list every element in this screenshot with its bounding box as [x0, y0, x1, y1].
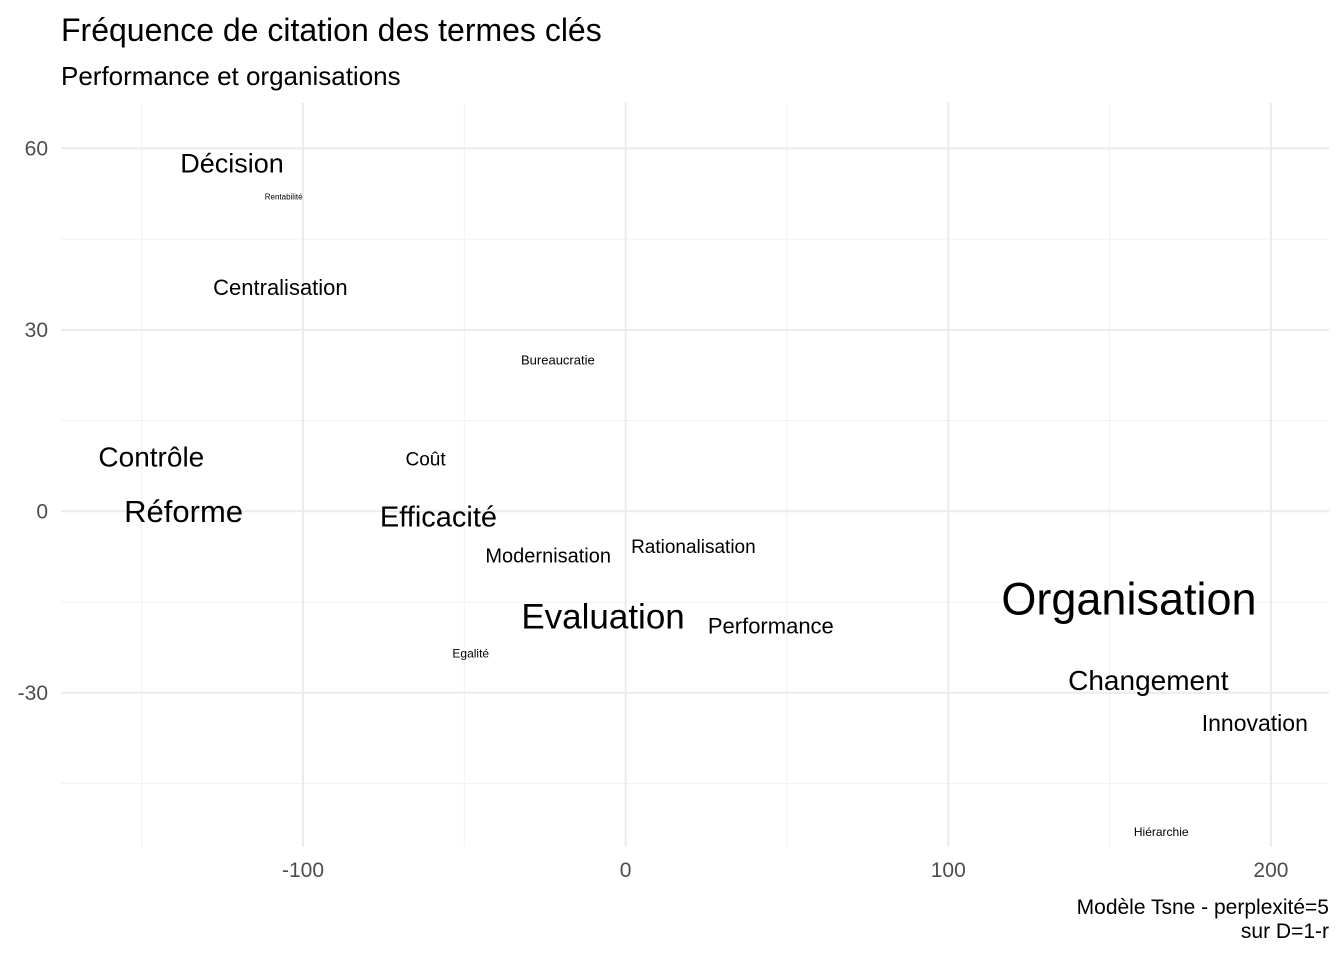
y-tick-label: 60 — [25, 137, 48, 160]
y-tick-label: 0 — [36, 500, 48, 523]
y-tick-label: -30 — [18, 682, 48, 705]
chart-subtitle: Performance et organisations — [61, 61, 401, 91]
y-axis-ticks: 60 30 0 -30 — [18, 137, 48, 704]
caption-line-1: Modèle Tsne - perplexité=5 — [1076, 896, 1329, 919]
word-label: Centralisation — [213, 275, 348, 300]
minor-grid — [61, 103, 1329, 847]
y-tick-label: 30 — [25, 319, 48, 342]
x-tick-label: -100 — [282, 859, 324, 882]
chart-title: Fréquence de citation des termes clés — [61, 12, 602, 48]
word-label: Modernisation — [485, 546, 611, 568]
word-label: Efficacité — [380, 501, 497, 533]
word-label: Coût — [406, 449, 447, 470]
word-labels: Décision Rentabilité Centralisation Bureauc… — [98, 148, 1307, 838]
x-tick-label: 100 — [931, 859, 966, 882]
word-label: Hiérarchie — [1134, 825, 1189, 839]
word-label: Rationalisation — [631, 537, 756, 558]
word-label: Egalité — [452, 646, 489, 660]
caption-line-2: sur D=1-r — [1240, 920, 1329, 943]
x-axis-ticks: -100 0 100 200 — [282, 859, 1288, 882]
word-label: Performance — [708, 614, 834, 639]
major-grid — [61, 103, 1329, 847]
word-label: Contrôle — [98, 441, 204, 472]
word-label: Evaluation — [521, 598, 684, 637]
word-label: Organisation — [1001, 574, 1256, 625]
x-tick-label: 200 — [1253, 859, 1288, 882]
word-label: Bureaucratie — [521, 353, 595, 368]
word-label: Décision — [180, 148, 284, 178]
word-label: Innovation — [1202, 710, 1308, 736]
x-tick-label: 0 — [620, 859, 632, 882]
word-label: Rentabilité — [265, 192, 303, 201]
chart-caption: Modèle Tsne - perplexité=5 sur D=1-r — [1077, 896, 1329, 944]
word-label: Réforme — [124, 494, 243, 529]
word-label: Changement — [1068, 665, 1229, 696]
